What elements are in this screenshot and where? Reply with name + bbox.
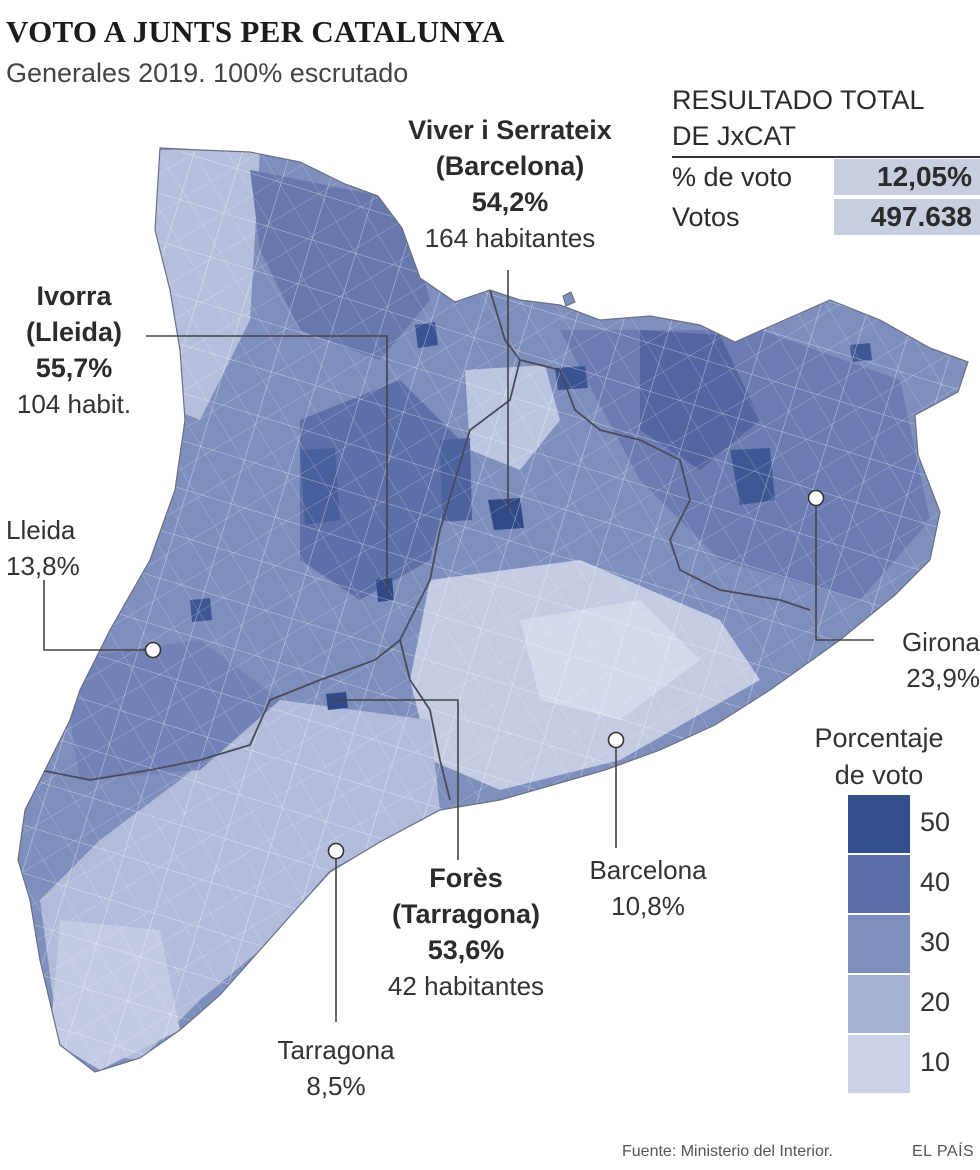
girona-city-marker xyxy=(807,489,825,507)
total-row-label: % de voto xyxy=(672,161,793,192)
province-border-tarragona xyxy=(399,639,451,801)
callout-province: (Lleida) xyxy=(25,317,122,347)
tarragona-city-marker xyxy=(327,842,345,860)
legend-title-line2: de voto xyxy=(834,760,924,790)
legend-label-20: 20 xyxy=(920,987,951,1017)
legend-swatch-20 xyxy=(848,975,910,1033)
callout-fores: Forès (Tarragona) 53,6% 42 habitantes xyxy=(346,860,586,1004)
source-credit: Fuente: Ministerio del Interior. xyxy=(622,1143,833,1160)
callout-population: 104 habit. xyxy=(16,389,132,419)
legend-label-50: 50 xyxy=(920,807,951,837)
callout-population: 42 habitantes xyxy=(387,971,545,1001)
city-percent: 13,8% xyxy=(6,551,80,581)
callout-viver: Viver i Serrateix (Barcelona) 54,2% 164 … xyxy=(390,112,630,256)
callout-province: (Barcelona) xyxy=(435,151,585,181)
callout-percent: 53,6% xyxy=(427,935,505,965)
legend-label-30: 30 xyxy=(920,927,951,957)
lleida-city-marker xyxy=(144,641,162,659)
total-results-box: RESULTADO TOTAL DE JxCAT % de voto 12,05… xyxy=(672,82,980,236)
legend-swatch-30 xyxy=(848,915,910,973)
callout-ivorra: Ivorra (Lleida) 55,7% 104 habit. xyxy=(0,278,148,422)
total-row-value: 497.638 xyxy=(834,199,980,235)
llivia-enclave xyxy=(562,291,576,307)
city-percent: 10,8% xyxy=(611,891,685,921)
publisher-brand: EL PAÍS xyxy=(912,1143,975,1160)
total-row-label: Votos xyxy=(672,201,740,232)
legend-title-line1: Porcentaje xyxy=(814,723,944,753)
city-name: Lleida xyxy=(6,515,76,545)
legend-title: Porcentaje de voto xyxy=(800,720,958,794)
province-border-lleida xyxy=(39,289,521,781)
city-name: Barcelona xyxy=(589,855,707,885)
city-percent: 8,5% xyxy=(306,1071,366,1101)
total-row-value: 12,05% xyxy=(834,159,980,195)
chart-subtitle: Generales 2019. 100% escrutado xyxy=(6,58,409,88)
callout-name: Forès xyxy=(429,863,503,893)
total-row-percent: % de voto 12,05% xyxy=(672,158,980,196)
city-label-girona: Girona 23,9% xyxy=(870,624,980,696)
city-label-lleida: Lleida 13,8% xyxy=(6,512,80,584)
chart-title: VOTO A JUNTS PER CATALUNYA xyxy=(6,14,505,49)
city-name: Tarragona xyxy=(277,1035,395,1065)
legend-swatch-50 xyxy=(848,795,910,853)
callout-percent: 54,2% xyxy=(471,187,549,217)
leader-fores xyxy=(332,699,459,860)
total-row-votes: Votos 497.638 xyxy=(672,198,980,236)
legend-swatch-40 xyxy=(848,855,910,913)
legend-label-10: 10 xyxy=(920,1047,951,1077)
city-percent: 23,9% xyxy=(906,663,980,693)
total-heading-line1: RESULTADO TOTAL xyxy=(672,85,925,115)
callout-population: 164 habitantes xyxy=(424,223,596,253)
city-label-tarragona: Tarragona 8,5% xyxy=(252,1032,420,1104)
leader-ivorra xyxy=(146,335,388,590)
leader-girona xyxy=(815,500,874,641)
callout-province: (Tarragona) xyxy=(391,899,540,929)
legend-swatch-10 xyxy=(848,1035,910,1093)
total-results-heading: RESULTADO TOTAL DE JxCAT xyxy=(672,82,980,158)
province-border-girona xyxy=(519,359,811,611)
total-heading-line2: DE JxCAT xyxy=(672,121,797,151)
leader-lleida xyxy=(43,580,147,651)
barcelona-city-marker xyxy=(607,731,625,749)
city-label-barcelona: Barcelona 10,8% xyxy=(568,852,728,924)
callout-percent: 55,7% xyxy=(35,353,113,383)
city-name: Girona xyxy=(901,627,980,657)
callout-name: Ivorra xyxy=(36,281,112,311)
legend-label-40: 40 xyxy=(920,867,951,897)
callout-name: Viver i Serrateix xyxy=(408,115,612,145)
